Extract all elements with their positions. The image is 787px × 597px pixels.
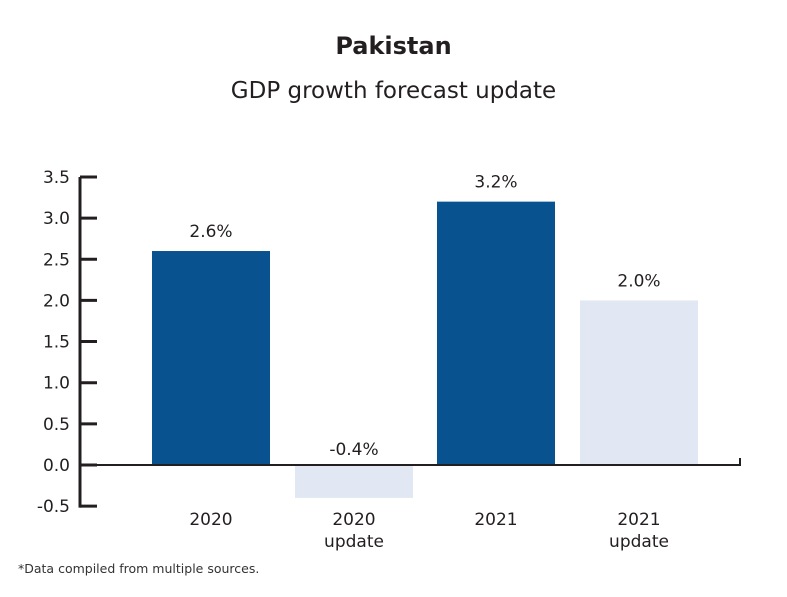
chart-subtitle: GDP growth forecast update	[230, 78, 557, 104]
x-tick-label: 2021	[474, 510, 517, 530]
y-tick-label: 3.5	[43, 168, 70, 188]
data-label: 2.6%	[189, 222, 232, 242]
bar	[437, 201, 555, 465]
x-tick-label: update	[324, 532, 384, 552]
y-tick-label: 2.5	[43, 250, 70, 270]
y-tick-label: 1.0	[43, 374, 70, 394]
y-tick-label: 0.0	[43, 456, 70, 476]
y-tick-label: 0.5	[43, 415, 70, 435]
data-label: 3.2%	[474, 173, 517, 193]
x-tick-label: 2020	[189, 510, 232, 530]
x-tick-label: 2021	[617, 510, 660, 530]
data-label: 2.0%	[617, 271, 660, 291]
y-tick-label: 3.0	[43, 209, 70, 229]
data-label: -0.4%	[329, 440, 378, 460]
y-tick-label: 2.0	[43, 291, 70, 311]
bar	[152, 251, 270, 465]
bar	[295, 465, 413, 498]
y-tick-label: -0.5	[37, 497, 70, 517]
y-tick-label: 1.5	[43, 333, 70, 353]
x-tick-label: update	[609, 532, 669, 552]
x-tick-label: 2020	[332, 510, 375, 530]
source-note: *Data compiled from multiple sources.	[18, 561, 260, 576]
bar	[580, 300, 698, 465]
chart-title: Pakistan	[335, 32, 452, 60]
